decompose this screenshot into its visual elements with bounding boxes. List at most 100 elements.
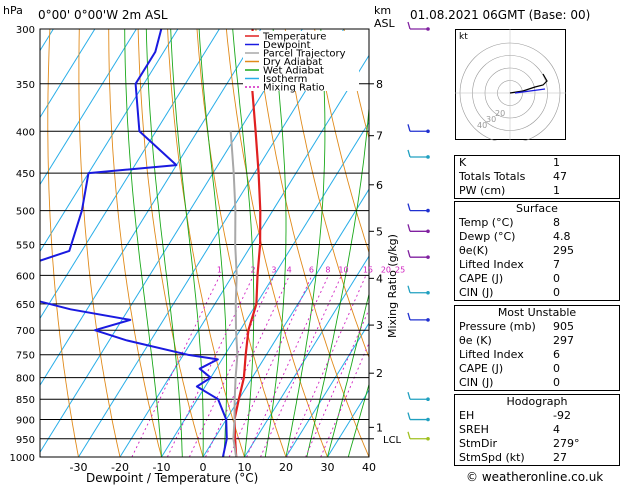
pressure-tick-label: 300 <box>16 25 35 36</box>
isotherm-line <box>0 29 12 457</box>
pressure-tick-label: 900 <box>16 416 35 427</box>
temp-tick-label: 10 <box>238 461 252 474</box>
surface-value: 4.8 <box>553 230 571 243</box>
km-tick-label: 4 <box>376 272 383 285</box>
surface-value: 0 <box>553 272 560 285</box>
wind-barb-dot <box>426 417 430 422</box>
legend-label: Parcel Trajectory <box>263 49 346 60</box>
index-row: Totals Totals 47 <box>455 170 619 184</box>
pressure-tick-label: 700 <box>16 326 35 337</box>
pressure-tick-label: 450 <box>16 169 35 180</box>
mixing-ratio-line <box>228 275 313 457</box>
km-tick-label: 5 <box>376 225 383 238</box>
mixing-ratio-label: 1 <box>217 265 222 274</box>
mixing-ratio-label: 4 <box>287 265 292 274</box>
temp-tick-label: 20 <box>279 461 293 474</box>
asl-label: ASL <box>374 17 395 30</box>
hodograph-trace <box>509 73 548 94</box>
hodograph-storm-motion <box>514 88 546 94</box>
most-unstable-value: 905 <box>553 320 574 333</box>
isotherm-line <box>78 29 345 457</box>
isotherm-line <box>40 29 303 454</box>
hodograph-box-title: Hodograph <box>506 395 568 408</box>
index-label: K <box>459 156 467 169</box>
legend-box <box>243 31 359 91</box>
mixing-ratio-label: 20 <box>381 265 391 274</box>
location-label: 0°00' 0°00'W 2m ASL <box>38 8 168 22</box>
isotherm-line <box>40 29 137 186</box>
wind-barb-flag <box>407 224 411 232</box>
parcel-trajectory-line <box>229 131 239 457</box>
surface-row: CAPE (J) 0 <box>455 272 619 286</box>
pressure-tick-label: 1000 <box>10 453 35 464</box>
hodograph-box-row: SREH 4 <box>455 423 619 437</box>
most-unstable-label: Lifted Index <box>459 348 524 361</box>
mixing-ratio-label: 2 <box>251 265 256 274</box>
pressure-tick-label: 850 <box>16 395 35 406</box>
surface-row: CIN (J) 0 <box>455 286 619 300</box>
isotherm-line <box>161 121 369 457</box>
dry-adiabat-line <box>47 29 79 457</box>
wind-barb-dot <box>426 208 430 213</box>
most-unstable-value: 6 <box>553 348 560 361</box>
most-unstable-row: CIN (J) 0 <box>455 376 619 390</box>
pressure-tick-label: 950 <box>16 435 35 446</box>
surface-row: Lifted Index 7 <box>455 258 619 272</box>
most-unstable-label: θe (K) <box>459 334 492 347</box>
surface-row: Temp (°C) 8 <box>455 216 619 230</box>
isotherm-line <box>119 54 369 457</box>
mixing-ratio-line <box>131 275 221 457</box>
wind-barb-flag <box>407 392 411 400</box>
pressure-tick-label: 750 <box>16 351 35 362</box>
pressure-tick-label: 500 <box>16 207 35 218</box>
wind-barb-flag <box>407 203 411 211</box>
surface-label: CAPE (J) <box>459 272 504 285</box>
hodograph-box-label: StmDir <box>459 437 498 450</box>
wind-barb-flag <box>407 431 411 439</box>
hodograph-box-value: 27 <box>553 451 567 464</box>
temp-tick-label: 0 <box>200 461 207 474</box>
index-label: PW (cm) <box>459 184 506 197</box>
hpa-label: hPa <box>3 4 23 17</box>
lcl-label: LCL <box>383 435 402 446</box>
hodograph-panel: Hodograph EH -92 SREH 4 StmDir 279° StmSpd (kt… <box>454 394 620 466</box>
mixing-ratio-label: 25 <box>395 265 405 274</box>
dewpoint-line <box>40 29 228 457</box>
hodograph-box-value: 279° <box>553 437 580 450</box>
indices-panel: K 1 Totals Totals 47 PW (cm) 1 <box>454 155 620 199</box>
hodograph-box-row: StmSpd (kt) 27 <box>455 451 619 465</box>
dry-adiabat-line <box>108 29 162 457</box>
hodograph-ring-label: 30 <box>486 115 496 124</box>
mixing-ratio-label: 10 <box>338 265 348 274</box>
temperature-line <box>233 29 262 457</box>
wind-barb-dot <box>426 155 430 159</box>
most-unstable-label: Pressure (mb) <box>459 320 536 333</box>
legend-label: Mixing Ratio <box>263 83 325 94</box>
credit-text: © weatheronline.co.uk <box>466 470 604 484</box>
index-label: Totals Totals <box>459 170 526 183</box>
hodograph-box-label: EH <box>459 409 475 422</box>
most-unstable-row: Pressure (mb) 905 <box>455 320 619 334</box>
mixing-ratio-label: 15 <box>363 265 373 274</box>
temp-tick-label: -30 <box>70 461 88 474</box>
km-tick-label: 8 <box>376 78 383 91</box>
isotherm-line <box>202 188 369 457</box>
index-value: 47 <box>553 170 567 183</box>
hodograph-box-value: -92 <box>553 409 571 422</box>
most-unstable-row: Lifted Index 6 <box>455 348 619 362</box>
km-label: km <box>374 4 392 17</box>
most-unstable-value: 0 <box>553 376 560 389</box>
dry-adiabat-line <box>314 29 369 254</box>
wind-barb-flag <box>407 249 411 258</box>
wind-barb-dot <box>426 27 430 31</box>
legend-label: Isotherm <box>263 74 307 85</box>
x-axis-title: Dewpoint / Temperature (°C) <box>86 471 259 485</box>
legend-label: Dry Adiabat <box>263 57 322 68</box>
legend-label: Wet Adiabat <box>263 66 324 77</box>
pressure-tick-label: 550 <box>16 240 35 251</box>
hodograph-box-label: SREH <box>459 423 489 436</box>
pressure-tick-label: 400 <box>16 127 35 138</box>
hodograph-ring-label: 20 <box>495 109 505 118</box>
pressure-tick-label: 600 <box>16 271 35 282</box>
